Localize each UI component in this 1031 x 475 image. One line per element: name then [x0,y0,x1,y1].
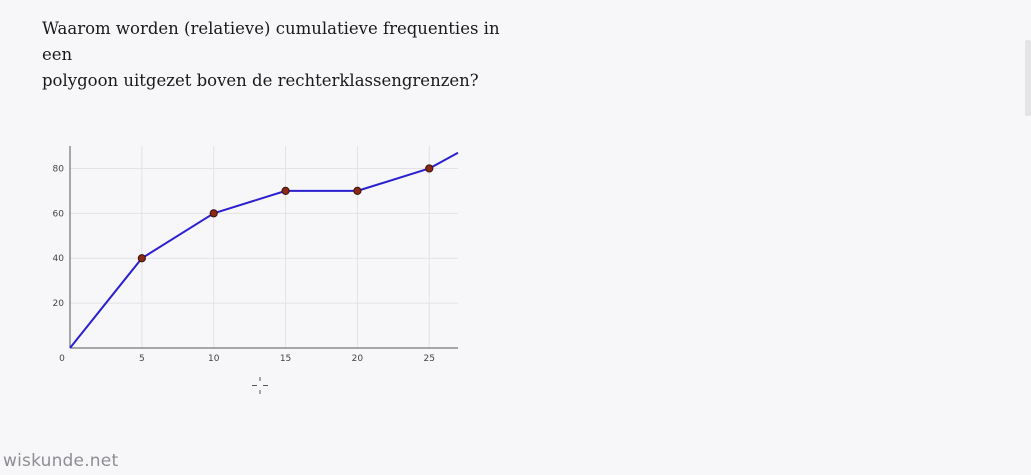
axes [69,146,458,349]
series-line-0 [69,151,459,349]
grid-lines [70,146,458,348]
y-tick-label-40: 40 [53,254,65,264]
data-point-10 [209,209,218,218]
crosshair-cursor-icon [250,377,270,395]
x-tick-label-10: 10 [208,354,220,364]
tick-labels: 0 5 10 15 20 25 20 40 60 80 [53,164,435,364]
y-tick-label-20: 20 [53,299,65,309]
series-line-group [69,151,459,349]
data-point-5 [137,254,146,263]
question-text: Waarom worden (relatieve) cumulatieve fr… [42,16,512,94]
x-tick-label-0: 0 [59,354,65,364]
data-points [137,164,434,263]
x-tick-label-5: 5 [139,354,145,364]
site-brand[interactable]: wiskunde.net [3,451,119,471]
question-line-1: Waarom worden (relatieve) cumulatieve fr… [42,19,500,64]
x-tick-label-15: 15 [280,354,291,364]
data-point-25 [425,164,434,173]
y-tick-label-80: 80 [53,164,65,174]
x-tick-label-25: 25 [424,354,435,364]
data-point-15 [281,186,290,195]
y-tick-label-60: 60 [53,209,65,219]
scrollbar[interactable] [1025,40,1031,116]
x-tick-label-20: 20 [352,354,364,364]
question-line-2: polygoon uitgezet boven de rechterklasse… [42,71,479,90]
data-point-20 [353,186,362,195]
